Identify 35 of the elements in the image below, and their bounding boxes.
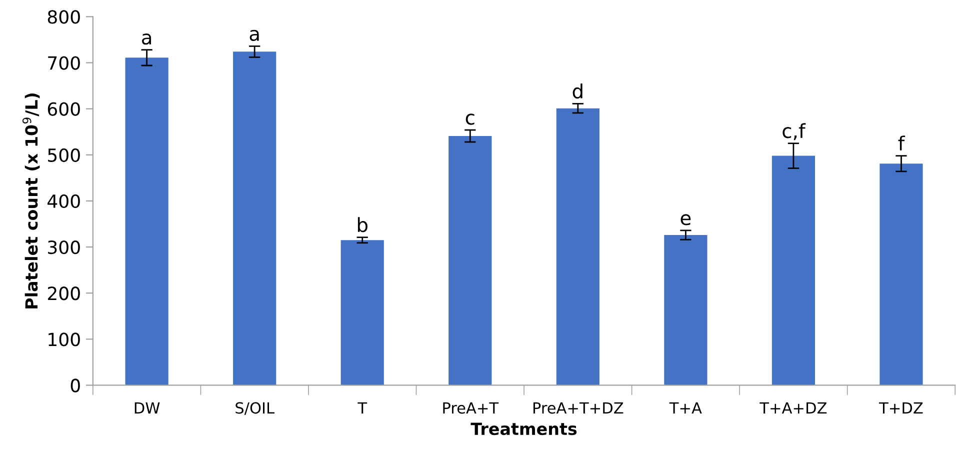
y-tick-label: 200 — [48, 286, 80, 300]
bar — [664, 235, 708, 386]
bar — [233, 52, 276, 386]
x-tick-label: T+DZ — [879, 402, 923, 414]
y-tick-label: 400 — [48, 194, 80, 208]
x-tick-label: PreA+T — [443, 402, 499, 414]
x-tick-label: S/OIL — [236, 402, 274, 415]
y-tick-label: 100 — [48, 332, 80, 346]
y-tick-label: 800 — [48, 10, 80, 24]
x-tick-label: PreA+T+DZ — [533, 402, 624, 414]
y-tick-label: 0 — [70, 378, 80, 392]
annotation: b — [358, 217, 368, 232]
bar — [880, 164, 923, 386]
bar — [556, 108, 600, 386]
y-tick-label: 300 — [48, 240, 80, 254]
annotation: c — [466, 114, 474, 125]
y-tick-label: 700 — [48, 56, 80, 70]
x-tick-label: T — [358, 402, 368, 414]
annotation: e — [680, 214, 691, 226]
x-tick-label: T+A+DZ — [760, 402, 827, 414]
bar — [340, 240, 384, 386]
x-tick-label: T+A — [669, 402, 702, 414]
annotation: f — [898, 136, 906, 150]
bar — [772, 156, 816, 386]
x-axis-title: Treatments — [470, 422, 577, 436]
x-tick-label: DW — [134, 402, 160, 414]
annotation: d — [572, 84, 582, 99]
bar — [448, 136, 492, 386]
bar — [125, 58, 168, 386]
annotation: a — [250, 30, 259, 41]
annotation: a — [142, 34, 152, 45]
y-tick-label: 500 — [48, 148, 80, 162]
y-tick-label: 600 — [48, 102, 80, 116]
annotation: c,f — [782, 123, 806, 140]
y-axis-title: Platelet count (x 10$^{9}$/L) — [22, 94, 40, 308]
